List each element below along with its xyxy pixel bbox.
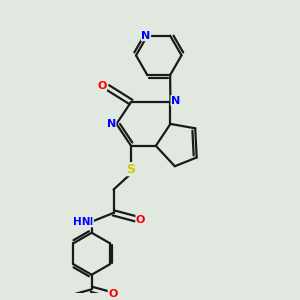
Text: O: O <box>97 81 106 91</box>
Text: N: N <box>171 96 180 106</box>
Text: N: N <box>106 119 116 129</box>
Text: O: O <box>136 215 146 225</box>
Text: H: H <box>85 217 93 227</box>
Text: HN: HN <box>73 217 90 227</box>
Text: N: N <box>84 217 93 227</box>
Text: S: S <box>127 163 136 176</box>
Text: O: O <box>108 289 118 299</box>
Text: N: N <box>141 31 151 41</box>
